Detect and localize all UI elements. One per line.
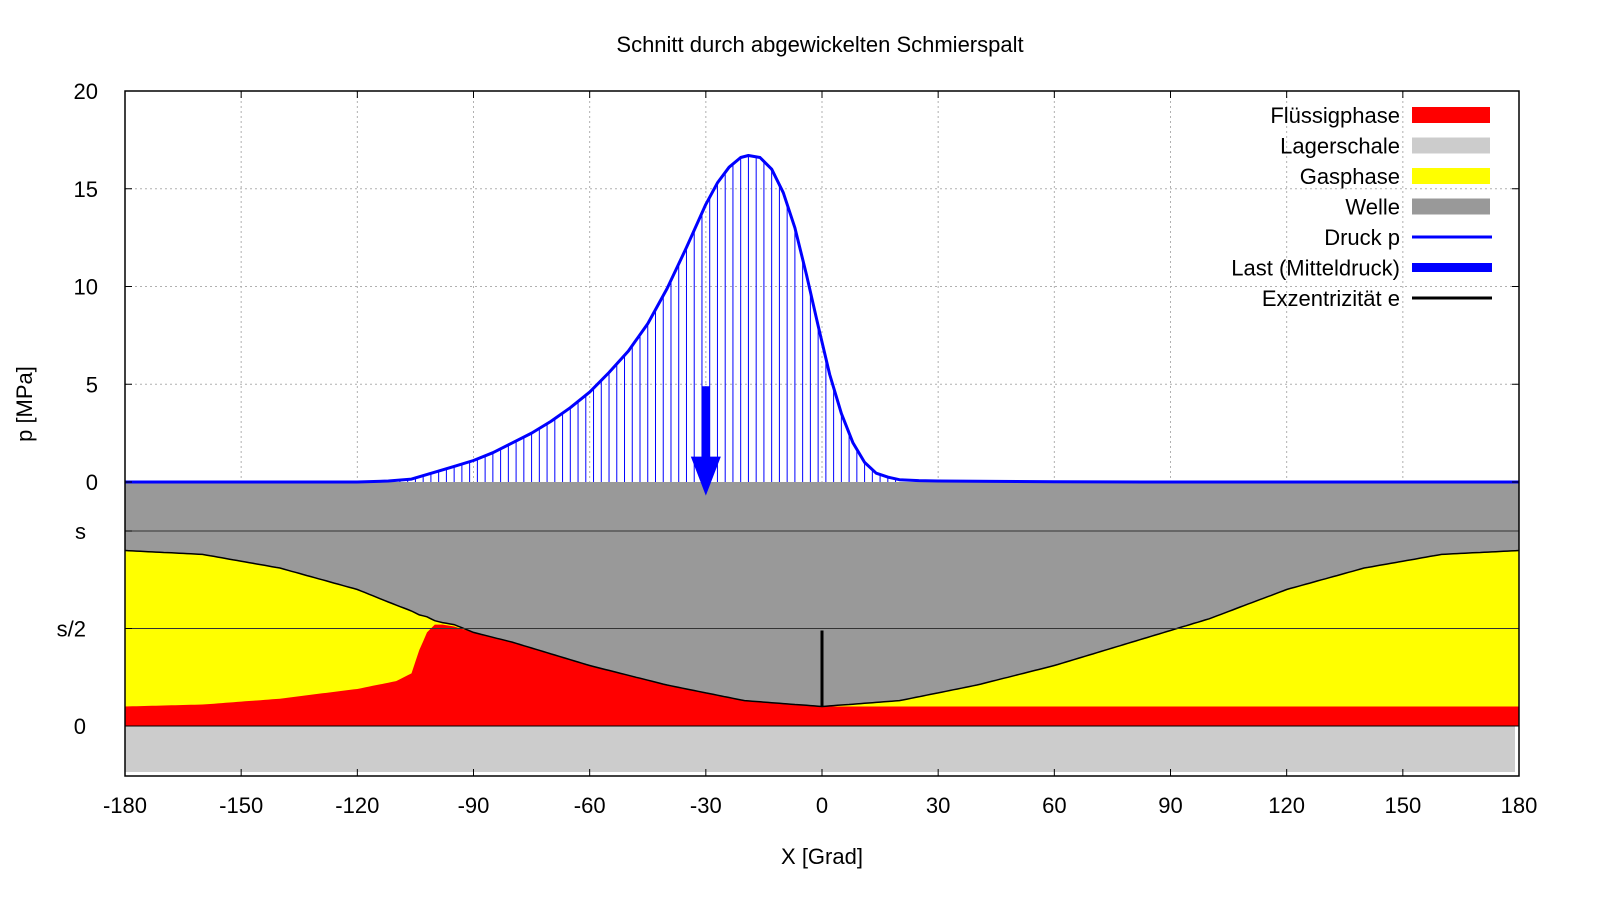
legend-swatch — [1412, 168, 1490, 184]
y-tick-label: 10 — [74, 275, 98, 300]
x-tick-label: -150 — [219, 793, 263, 818]
gap-tick-label: s/2 — [57, 617, 86, 642]
x-tick-label: 90 — [1158, 793, 1182, 818]
legend-label: Druck p — [1324, 225, 1400, 250]
y-axis-label: p [MPa] — [12, 366, 37, 442]
pressure-line — [125, 154, 1519, 484]
x-tick-label: 150 — [1384, 793, 1421, 818]
x-tick-label: -30 — [690, 793, 722, 818]
legend-label: Last (Mitteldruck) — [1231, 256, 1400, 281]
x-tick-label: 120 — [1268, 793, 1305, 818]
x-tick-label: -180 — [103, 793, 147, 818]
legend-swatch — [1412, 107, 1490, 123]
x-axis-label: X [Grad] — [781, 844, 863, 869]
last-arrow-head — [690, 456, 721, 496]
x-tick-label: 30 — [926, 793, 950, 818]
lagerschale-area — [125, 726, 1515, 772]
x-tick-label: 60 — [1042, 793, 1066, 818]
legend-label: Flüssigphase — [1270, 103, 1400, 128]
legend-swatch — [1412, 137, 1490, 154]
y-tick-label: 0 — [86, 470, 98, 495]
gap-tick-label: s — [75, 519, 86, 544]
x-tick-label: -120 — [335, 793, 379, 818]
gap-section — [124, 482, 1520, 772]
legend-label: Gasphase — [1300, 164, 1400, 189]
chart-title: Schnitt durch abgewickelten Schmierspalt — [616, 32, 1023, 57]
y-tick-label: 20 — [74, 79, 98, 104]
x-tick-label: 0 — [816, 793, 828, 818]
legend-swatch — [1412, 198, 1490, 215]
y-tick-label: 15 — [74, 177, 98, 202]
x-tick-label: 180 — [1501, 793, 1538, 818]
gap-tick-label: 0 — [74, 714, 86, 739]
axes: -180 -150 -120 -90 -60 -30 0 30 60 90 120 150 180051… — [57, 79, 1538, 818]
pressure-plot — [125, 154, 1519, 496]
legend-label: Welle — [1345, 195, 1400, 220]
legend: Flüssigphase Lagerschale Gasphase Welle Druc… — [1231, 103, 1492, 311]
legend-label: Exzentrizität e — [1262, 286, 1400, 311]
grid — [125, 91, 1519, 482]
x-tick-label: -60 — [574, 793, 606, 818]
x-tick-label: -90 — [458, 793, 490, 818]
y-tick-label: 5 — [86, 372, 98, 397]
fluessigphase-area — [125, 624, 1519, 726]
welle-area — [125, 482, 1519, 707]
legend-label: Lagerschale — [1280, 134, 1400, 159]
